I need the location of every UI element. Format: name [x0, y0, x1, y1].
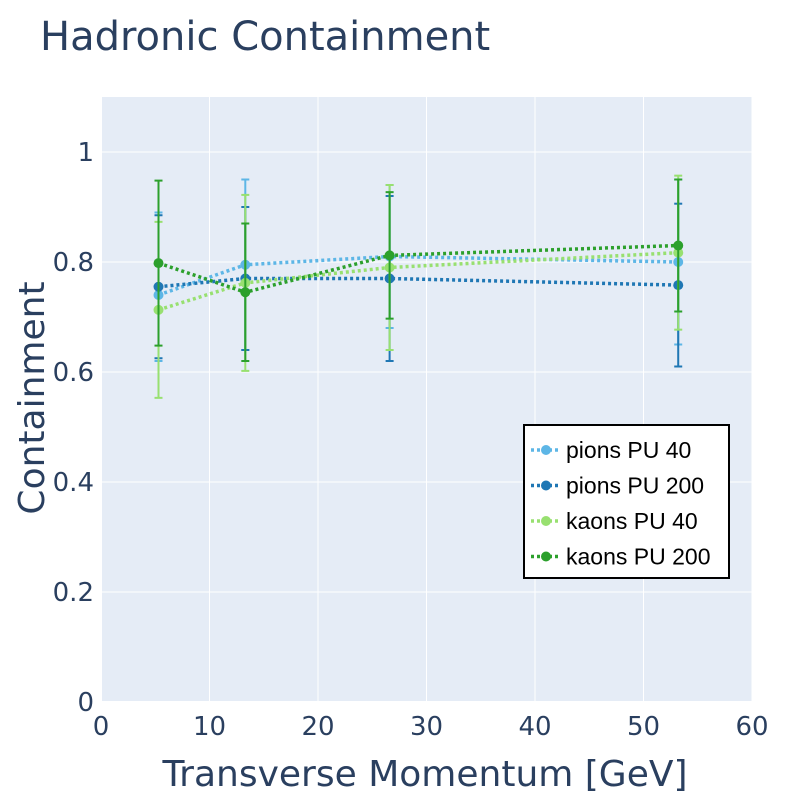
- data-point: [384, 250, 395, 261]
- x-tick-labels: 0 10 20 30 40 50 60: [93, 712, 769, 742]
- series-kaons-pu-200: [153, 178, 684, 362]
- legend-item: pions PU 40: [531, 437, 691, 463]
- legend-item: pions PU 200: [531, 473, 704, 499]
- legend-item: kaons PU 200: [531, 544, 710, 570]
- x-tick-label: 10: [193, 712, 226, 742]
- legend-label: pions PU 40: [566, 437, 691, 463]
- y-tick-label: 0.2: [53, 578, 94, 608]
- chart-title: Hadronic Containment: [40, 14, 490, 60]
- legend-item: kaons PU 40: [531, 508, 698, 534]
- y-tick-label: 0.8: [53, 248, 94, 278]
- legend-marker: [541, 480, 551, 491]
- x-tick-label: 0: [93, 712, 110, 742]
- x-axis-label: Transverse Momentum [GeV]: [161, 754, 687, 795]
- legend-marker: [541, 516, 551, 526]
- y-axis-label: Containment: [12, 281, 53, 514]
- legend: pions PU 40 pions PU 200 kaons PU 40 kaons …: [523, 424, 730, 579]
- y-tick-label: 0: [77, 688, 94, 718]
- series-line: [157, 250, 679, 312]
- x-tick-label: 30: [410, 712, 443, 742]
- series-layer: [153, 174, 684, 399]
- legend-label: pions PU 200: [566, 473, 704, 499]
- legend-marker: [541, 551, 551, 562]
- legend-box: [523, 424, 730, 579]
- legend-marker: [541, 445, 551, 455]
- x-tick-label: 60: [735, 712, 768, 742]
- data-point: [240, 287, 251, 298]
- zero-lines: [100, 97, 752, 703]
- x-tick-label: 40: [518, 712, 551, 742]
- legend-label: kaons PU 200: [566, 544, 710, 570]
- data-point: [673, 240, 684, 251]
- legend-label: kaons PU 40: [566, 508, 698, 534]
- y-tick-label: 1: [77, 138, 94, 168]
- x-tick-label: 20: [301, 712, 334, 742]
- y-tick-label: 0.6: [53, 358, 94, 388]
- y-tick-labels: 0 0.2 0.4 0.6 0.8 1: [53, 138, 94, 718]
- series-line: [157, 243, 679, 295]
- y-tick-label: 0.4: [53, 468, 94, 498]
- series-line: [158, 276, 679, 289]
- x-tick-label: 50: [627, 712, 660, 742]
- data-point: [153, 258, 164, 269]
